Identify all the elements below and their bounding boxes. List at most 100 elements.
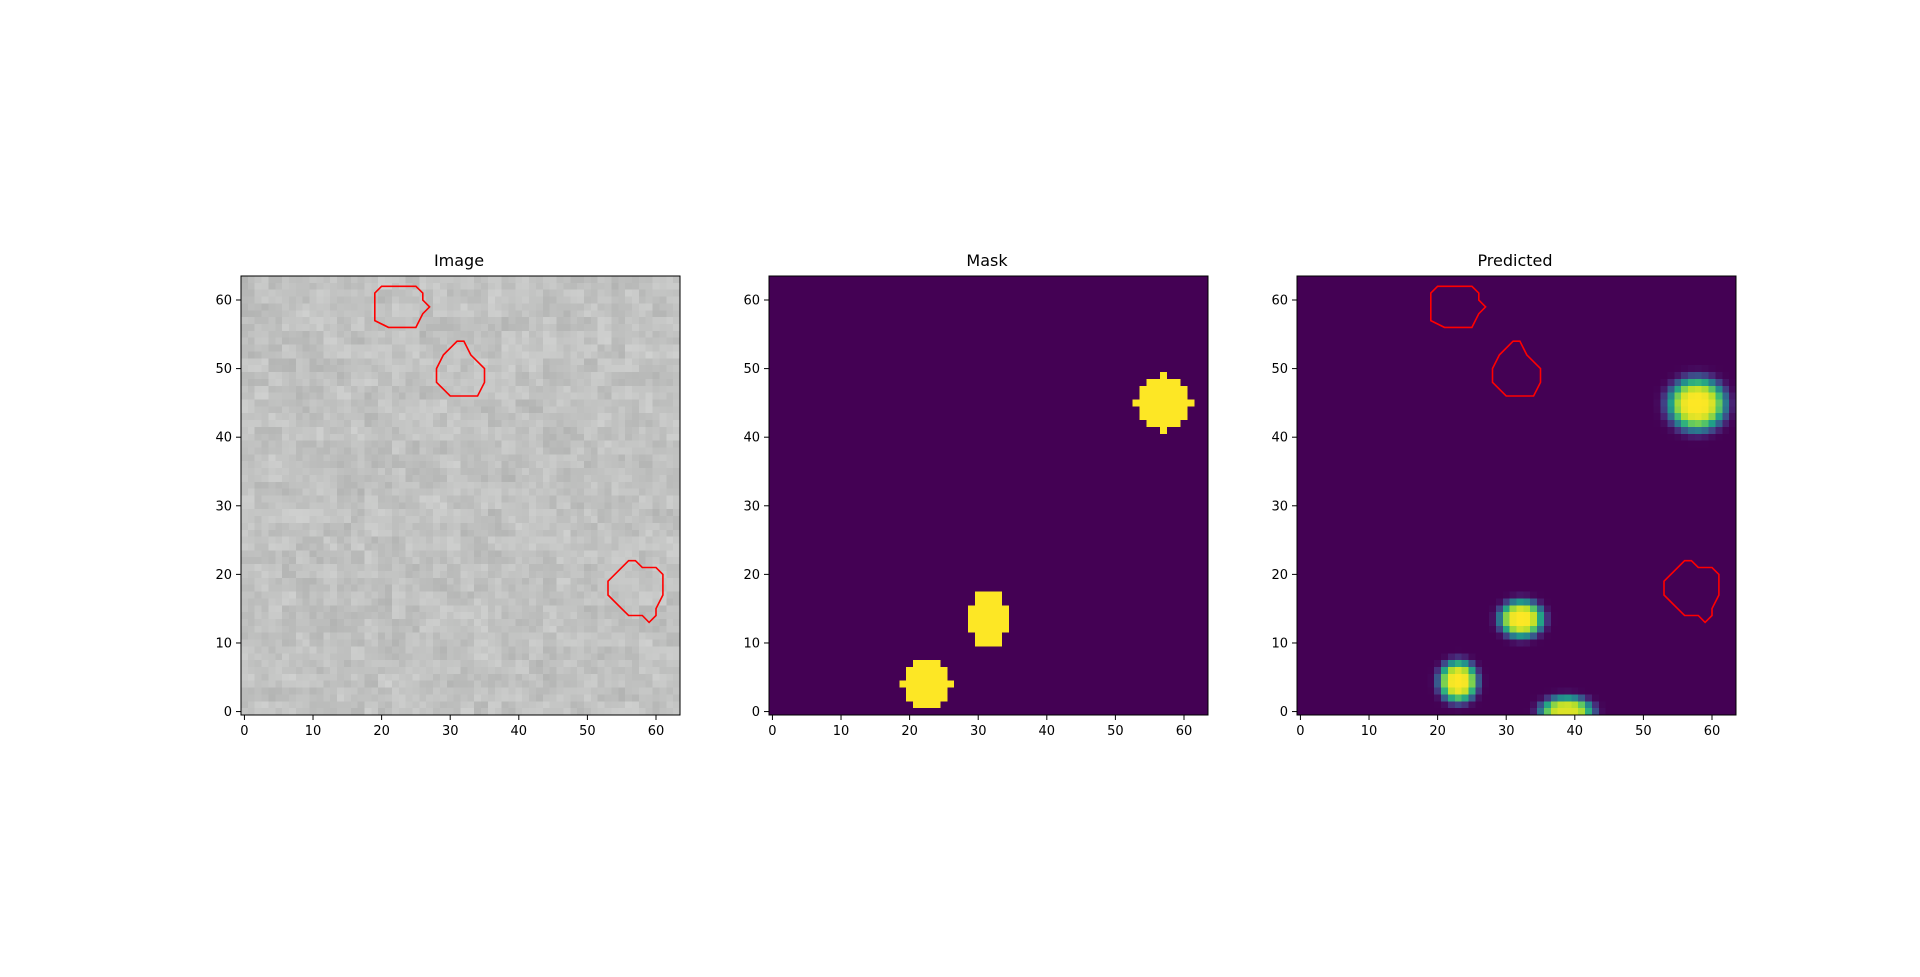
heatmap-cell [1077,330,1085,339]
heatmap-cell [501,468,509,476]
heatmap-cell [295,708,304,716]
heatmap-cell [371,694,379,702]
heatmap-cell [618,468,626,476]
heatmap-cell [254,653,262,661]
heatmap-cell [289,577,297,586]
heatmap-cell [673,351,681,359]
heatmap-cell [275,406,283,414]
heatmap-cell [515,653,523,661]
heatmap-cell [364,660,372,668]
heatmap-cell [803,276,811,284]
heatmap-cell [666,584,674,592]
heatmap-cell [659,536,667,544]
heatmap-cell [385,653,393,661]
heatmap-cell [515,577,523,586]
heatmap-cell [542,481,551,490]
heatmap-cell [590,605,599,613]
heatmap-cell [535,522,544,531]
heatmap-cell [1077,276,1085,284]
heatmap-cell [460,570,468,579]
heatmap-cell [988,351,996,359]
heatmap-cell [563,461,571,469]
heatmap-cell [961,289,969,297]
heatmap-cell [529,618,537,627]
heatmap-cell [583,618,592,627]
heatmap-cell [330,495,338,503]
heatmap-cell [391,296,400,304]
heatmap-cell [282,591,290,599]
heatmap-cell [844,330,852,339]
heatmap-cell [666,687,674,695]
heatmap-cell [385,625,393,634]
heatmap-cell [467,296,475,304]
heatmap-cell [289,708,297,716]
heatmap-cell [556,598,564,606]
heatmap-cell [515,344,523,352]
heatmap-cell [1029,358,1037,366]
heatmap-cell [316,488,324,496]
heatmap-cell [309,625,317,634]
heatmap-cell [357,337,365,345]
heatmap-cell [631,365,640,373]
heatmap-cell [289,447,297,455]
heatmap-cell [433,440,441,448]
heatmap-cell [419,605,427,613]
heatmap-cell [638,502,647,510]
heatmap-cell [570,344,578,352]
heatmap-cell [508,584,516,592]
heatmap-cell [460,351,468,359]
heatmap-cell [412,522,420,531]
heatmap-cell [529,495,537,503]
heatmap-cell [330,612,338,620]
heatmap-cell [508,543,516,551]
heatmap-cell [385,605,393,613]
heatmap-cell [247,392,256,400]
heatmap-cell [618,708,626,716]
heatmap-cell [385,701,393,709]
heatmap-cell [666,454,674,462]
heatmap-cell [590,529,599,538]
heatmap-cell [830,310,838,318]
heatmap-cell [412,653,420,661]
heatmap-cell [631,276,640,284]
heatmap-cell [289,296,297,304]
heatmap-cell [604,440,612,448]
heatmap-cell [487,577,496,586]
heatmap-cell [426,392,434,400]
heatmap-cell [426,426,434,435]
heatmap-cell [549,536,557,544]
heatmap-cell [254,330,262,339]
heatmap-cell [892,282,900,291]
heatmap-cell [254,564,262,572]
heatmap-cell [241,365,249,373]
heatmap-cell [583,522,592,531]
heatmap-cell [645,468,653,476]
heatmap-cell [501,303,509,311]
heatmap-cell [782,330,790,339]
heatmap-cell [535,317,544,325]
heatmap-cell [398,406,407,414]
heatmap-cell [830,324,838,332]
heatmap-cell [419,584,427,592]
heatmap-cell [282,433,290,442]
heatmap-cell [302,495,310,503]
heatmap-cell [398,344,407,352]
heatmap-cell [981,282,989,291]
heatmap-cell [446,577,455,586]
heatmap-cell [673,646,681,654]
heatmap-cell [426,564,434,572]
heatmap-cell [631,303,640,311]
heatmap-cell [556,612,564,620]
heatmap-cell [282,447,290,455]
heatmap-cell [625,666,633,675]
heatmap-cell [446,351,455,359]
heatmap-cell [268,344,276,352]
heatmap-cell [1159,296,1168,304]
heatmap-cell [398,426,407,435]
heatmap-cell [309,666,317,675]
x-tick-label: 10 [305,724,322,739]
heatmap-cell [583,543,592,551]
heatmap-cell [666,488,674,496]
heatmap-cell [542,618,551,627]
heatmap-cell [398,413,407,421]
